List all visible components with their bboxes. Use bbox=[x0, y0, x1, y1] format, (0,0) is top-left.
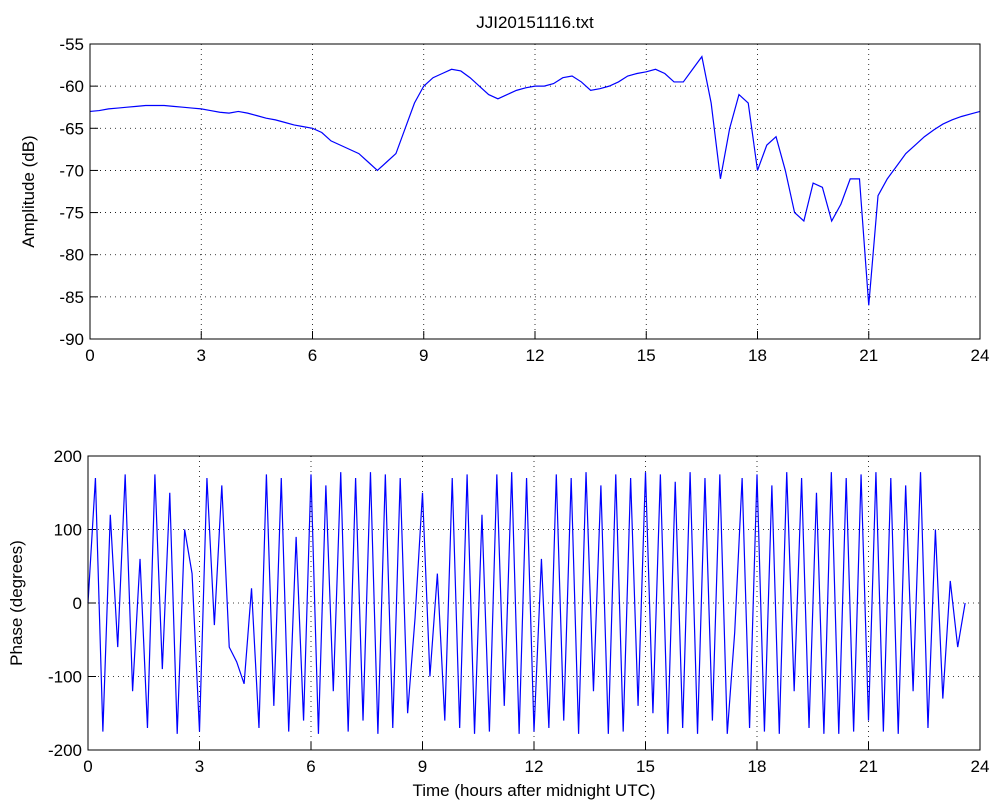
x-tick-label: 3 bbox=[195, 757, 204, 776]
x-tick-label: 15 bbox=[636, 757, 655, 776]
data-line bbox=[89, 55, 981, 306]
axes-frame bbox=[87, 455, 981, 751]
y-tick-label: -60 bbox=[59, 77, 84, 96]
y-tick-label: 0 bbox=[73, 594, 82, 613]
x-tick-label: 24 bbox=[971, 346, 990, 365]
axes-frame bbox=[89, 43, 981, 340]
y-tick-label: -55 bbox=[59, 35, 84, 54]
y-tick-label: 200 bbox=[54, 447, 82, 466]
x-tick-label: 18 bbox=[748, 757, 767, 776]
y-axis-label: Amplitude (dB) bbox=[19, 135, 38, 247]
x-tick-label: 6 bbox=[308, 346, 317, 365]
y-tick-label: -75 bbox=[59, 204, 84, 223]
x-tick-label: 12 bbox=[526, 346, 545, 365]
y-axis-label: Phase (degrees) bbox=[7, 540, 26, 666]
y-tick-label: -80 bbox=[59, 246, 84, 265]
x-tick-label: 3 bbox=[197, 346, 206, 365]
y-tick-label: -70 bbox=[59, 161, 84, 180]
y-tick-label: -65 bbox=[59, 119, 84, 138]
x-tick-label: 0 bbox=[85, 346, 94, 365]
x-tick-label: 9 bbox=[419, 346, 428, 365]
x-tick-label: 18 bbox=[748, 346, 767, 365]
x-axis-label: Time (hours after midnight UTC) bbox=[412, 781, 655, 800]
x-tick-label: 15 bbox=[637, 346, 656, 365]
x-tick-label: 21 bbox=[859, 757, 878, 776]
y-tick-label: 100 bbox=[54, 521, 82, 540]
y-tick-label: -200 bbox=[48, 741, 82, 760]
y-tick-label: -85 bbox=[59, 288, 84, 307]
y-tick-label: -100 bbox=[48, 668, 82, 687]
x-tick-label: 12 bbox=[525, 757, 544, 776]
x-tick-label: 6 bbox=[306, 757, 315, 776]
x-tick-label: 0 bbox=[83, 757, 92, 776]
x-tick-label: 21 bbox=[859, 346, 878, 365]
x-tick-label: 24 bbox=[971, 757, 990, 776]
chart-title: JJI20151116.txt bbox=[476, 13, 594, 32]
y-tick-label: -90 bbox=[59, 330, 84, 349]
x-tick-label: 9 bbox=[418, 757, 427, 776]
data-line bbox=[87, 472, 966, 734]
